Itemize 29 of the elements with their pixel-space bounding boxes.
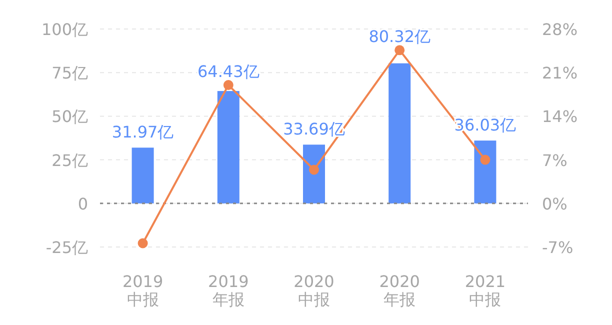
- y2-tick-label: 28%: [542, 20, 578, 39]
- x-tick-label: 2019 中报: [122, 272, 164, 309]
- y-tick-label: 0: [78, 194, 88, 214]
- y2-tick-label: 21%: [542, 64, 578, 83]
- y2-tick-label: -7%: [542, 238, 574, 257]
- y-tick-label: 100亿: [41, 20, 88, 39]
- point: [309, 164, 319, 175]
- point: [138, 238, 148, 248]
- data-label: 64.43亿: [197, 62, 260, 82]
- data-label: 80.32亿: [368, 27, 431, 46]
- bar: [474, 140, 496, 204]
- x-tick-label: 2020 年报: [379, 272, 420, 309]
- point: [480, 154, 490, 165]
- y2-tick-label: 7%: [542, 150, 568, 170]
- bar: [132, 148, 154, 204]
- y-tick-label: -25亿: [46, 238, 88, 257]
- bar: [388, 63, 411, 204]
- y-tick-label: 25亿: [52, 150, 88, 170]
- point: [394, 45, 405, 56]
- y-tick-label: 75亿: [52, 64, 88, 83]
- x-tick-label: 2021 中报: [464, 272, 506, 309]
- y2-tick-label: 14%: [542, 107, 578, 126]
- point: [223, 80, 234, 90]
- bar: [217, 91, 240, 204]
- x-tick-label: 2019 年报: [208, 272, 249, 309]
- data-label: 31.97亿: [112, 122, 174, 142]
- x-tick-label: 2020 中报: [294, 272, 334, 309]
- y-tick-label: 50亿: [52, 107, 88, 126]
- y2-tick-label: 0%: [542, 194, 568, 214]
